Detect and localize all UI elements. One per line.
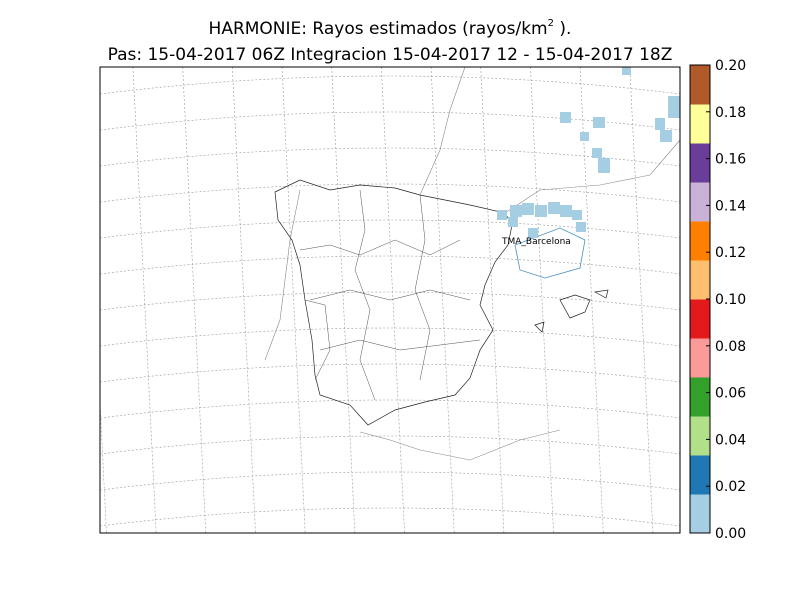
meridian <box>530 67 554 533</box>
parallel <box>100 111 680 131</box>
meridian <box>182 67 207 533</box>
map-title: HARMONIE: Rayos estimados (rayos/km2 ). <box>209 18 572 39</box>
map-frame <box>99 66 681 534</box>
title-sup: 2 <box>548 18 554 29</box>
coastline <box>274 179 609 426</box>
title-end: ). <box>554 19 571 39</box>
meridian <box>779 67 800 533</box>
colorbar-segment <box>690 104 710 144</box>
colorbar-tick-label: 0.02 <box>715 479 746 495</box>
parallel <box>100 471 680 491</box>
colorbar-segment <box>690 182 710 222</box>
cell <box>660 130 672 142</box>
cell <box>560 205 572 217</box>
meridian <box>100 396 107 533</box>
colorbar-segment <box>690 494 710 534</box>
parallel <box>100 327 680 347</box>
cell <box>560 112 571 123</box>
meridian <box>281 67 306 533</box>
cell <box>668 96 680 118</box>
colorbar-segment <box>690 260 710 300</box>
title-main: HARMONIE: Rayos estimados (rayos/km <box>209 19 548 39</box>
meridian <box>34 67 57 533</box>
map-subtitle: Pas: 15-04-2017 06Z Integracion 15-04-20… <box>108 45 673 65</box>
cell <box>622 67 631 75</box>
cell <box>548 202 560 214</box>
meridian <box>381 67 405 533</box>
colorbar-tick-label: 0.08 <box>715 339 746 355</box>
meridian <box>132 67 157 533</box>
colorbar-tick-label: 0.04 <box>715 432 746 448</box>
colorbar-segment <box>690 455 710 495</box>
colorbar: 0.00 0.02 0.04 0.06 0.08 0.10 0.12 0.14 0.16 0.18… <box>689 58 746 542</box>
parallel <box>100 399 680 419</box>
africa-coast <box>359 429 561 461</box>
colorbar-tick-label: 0.06 <box>715 386 746 402</box>
parallel <box>100 255 680 275</box>
cell <box>510 205 522 217</box>
cell <box>592 148 602 158</box>
parallel <box>100 147 680 167</box>
colorbar-segment <box>690 143 710 183</box>
cell <box>576 222 586 232</box>
colorbar-segment <box>690 299 710 339</box>
colorbar-tick-label: 0.16 <box>715 152 746 168</box>
cell <box>593 117 605 128</box>
colorbar-tick-label: 0.14 <box>715 198 746 214</box>
colorbar-segment <box>690 377 710 417</box>
cell <box>528 228 538 238</box>
cell <box>598 158 610 173</box>
meridian <box>331 67 356 533</box>
parallel <box>100 183 680 203</box>
cell <box>580 132 589 141</box>
cell <box>522 203 534 215</box>
colorbar-tick-label: 0.00 <box>715 526 746 542</box>
iberia <box>274 179 513 426</box>
parallel <box>100 507 680 527</box>
cell <box>572 210 582 220</box>
colorbar-segment <box>690 338 710 378</box>
tma-boundary <box>514 227 586 279</box>
lightning-cells <box>497 67 680 238</box>
meridian <box>579 67 604 533</box>
graticule <box>34 67 800 562</box>
colorbar-tick-label: 0.20 <box>715 58 746 74</box>
parallel <box>100 291 680 311</box>
colorbar-segment <box>690 221 710 261</box>
parallel <box>100 363 680 383</box>
cell <box>535 205 547 217</box>
balearics <box>534 289 609 333</box>
colorbar-tick-label: 0.12 <box>715 245 746 261</box>
cell <box>655 118 665 130</box>
med-coast <box>504 139 681 214</box>
france-coast <box>419 66 466 196</box>
meridian <box>232 67 256 533</box>
cell <box>508 217 518 227</box>
colorbar-segment <box>690 416 710 456</box>
annotation: TMA_Barcelona <box>501 237 571 247</box>
meridian <box>480 67 505 533</box>
colorbar-tick-label: 0.10 <box>715 292 746 308</box>
portugal-border <box>264 189 301 361</box>
parallel <box>100 75 680 95</box>
parallel <box>100 435 680 455</box>
meridian <box>430 67 455 533</box>
meridian <box>629 67 654 533</box>
colorbar-segment <box>690 65 710 105</box>
cell <box>497 210 507 220</box>
borders <box>299 189 481 401</box>
parallel <box>100 544 680 562</box>
neighbour-coast <box>264 66 681 461</box>
parallel <box>100 219 680 239</box>
colorbar-tick-label: 0.18 <box>715 105 746 121</box>
